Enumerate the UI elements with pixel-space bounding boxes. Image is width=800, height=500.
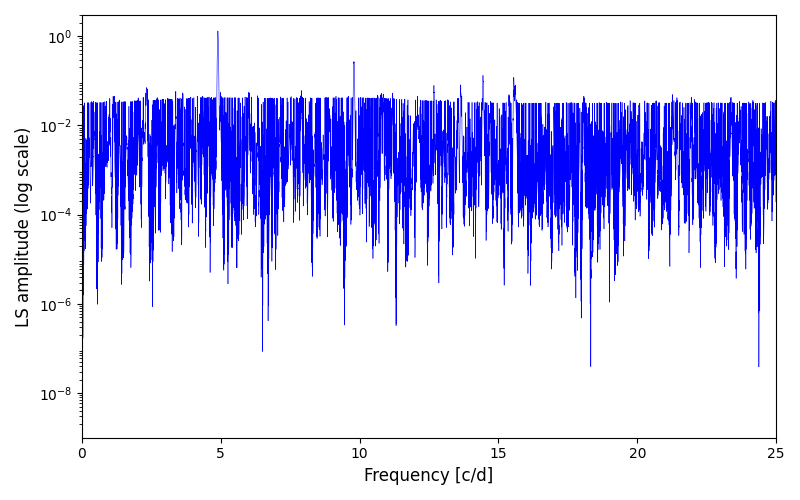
- Y-axis label: LS amplitude (log scale): LS amplitude (log scale): [15, 126, 33, 326]
- X-axis label: Frequency [c/d]: Frequency [c/d]: [364, 467, 494, 485]
